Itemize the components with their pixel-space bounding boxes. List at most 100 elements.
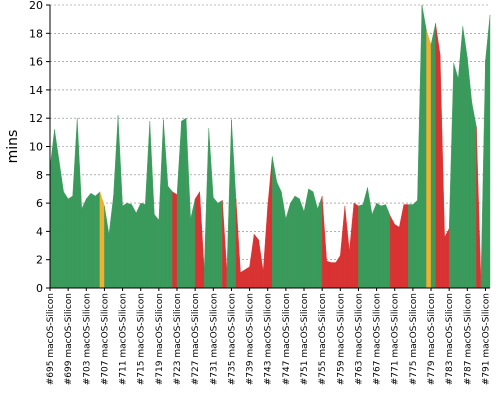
x-tick-label: #707 macOS-Silicon: [100, 293, 110, 385]
x-tick-label: #755 macOS-Silicon: [318, 293, 328, 385]
y-tick-label: 2: [36, 254, 43, 267]
area-segment: [258, 239, 264, 289]
y-tick-label: 14: [29, 84, 43, 97]
area-segment: [67, 195, 73, 289]
x-tick-label: #711 macOS-Silicon: [119, 293, 129, 385]
area-segment: [86, 192, 92, 289]
x-tick-label: #759 macOS-Silicon: [336, 293, 346, 385]
area-segment: [108, 196, 114, 289]
area-segment: [349, 203, 355, 289]
area-segment: [276, 181, 282, 289]
area-segment: [399, 204, 405, 289]
area-segment: [145, 121, 150, 289]
area-segment: [217, 199, 223, 289]
area-segment: [367, 187, 373, 289]
area-segment: [163, 119, 169, 289]
x-tick-label: #751 macOS-Silicon: [300, 293, 310, 385]
area-segment: [222, 200, 228, 289]
area-segment: [467, 57, 473, 289]
area-segment: [480, 60, 486, 289]
area-segment: [208, 128, 214, 289]
area-segment: [95, 191, 101, 289]
area-segment: [285, 203, 291, 289]
area-segment: [453, 62, 459, 289]
x-tick-label: #715 macOS-Silicon: [137, 293, 147, 385]
y-tick-label: 10: [29, 141, 43, 154]
area-segment: [390, 215, 395, 289]
area-segment: [376, 202, 382, 289]
x-tick-label: #763 macOS-Silicon: [354, 293, 364, 385]
y-tick-label: 12: [29, 112, 43, 125]
area-segment: [213, 196, 219, 289]
area-segment: [362, 187, 368, 289]
area-segment: [72, 118, 78, 289]
area-segment: [199, 191, 205, 289]
area-segment: [190, 198, 196, 289]
x-tick-label: #703 macOS-Silicon: [82, 293, 92, 385]
area-segment: [249, 234, 255, 289]
area-segment: [113, 115, 119, 289]
area-segment: [281, 191, 287, 289]
area-segment: [231, 119, 237, 289]
area-segment: [444, 228, 450, 289]
y-axis-label: mins: [5, 130, 21, 164]
area-segment: [299, 198, 305, 289]
x-tick-label: #783 macOS-Silicon: [445, 293, 455, 385]
y-tick-label: 16: [29, 56, 43, 69]
area-segment: [158, 119, 164, 289]
x-tick-label: #735 macOS-Silicon: [227, 293, 237, 385]
area-segment: [262, 205, 268, 289]
area-segment: [317, 195, 323, 289]
x-tick-label: #787 macOS-Silicon: [463, 293, 473, 385]
area-segment: [176, 121, 182, 289]
area-segment: [267, 156, 273, 289]
area-segment: [58, 160, 64, 289]
x-tick-label: #775 macOS-Silicon: [409, 293, 419, 385]
y-tick-label: 4: [36, 225, 43, 238]
area-segment: [117, 115, 123, 289]
area-segment: [426, 30, 432, 289]
x-tick-label: #723 macOS-Silicon: [173, 293, 183, 385]
area-segment: [380, 204, 386, 289]
x-tick-label: #791 macOS-Silicon: [481, 293, 491, 385]
area-segment: [476, 126, 482, 289]
x-tick-label: #779 macOS-Silicon: [427, 293, 437, 385]
area-segment: [485, 14, 491, 289]
area-segment: [308, 188, 314, 289]
x-tick-label: #731 macOS-Silicon: [209, 293, 219, 385]
area-segment: [167, 185, 173, 289]
y-tick-label: 20: [29, 0, 43, 12]
area-segment: [272, 156, 278, 289]
area-segment: [448, 63, 454, 289]
area-segment: [235, 198, 241, 289]
area-segment: [104, 205, 110, 289]
x-tick-labels: #695 macOS-Silicon #699 macOS-Silicon #703…: [46, 288, 491, 385]
area-segment: [326, 260, 332, 289]
area-segment: [135, 203, 141, 289]
x-tick-label: #727 macOS-Silicon: [191, 293, 201, 385]
area-segment: [294, 195, 300, 289]
x-tick-label: #747 macOS-Silicon: [282, 293, 292, 385]
area-segment: [154, 213, 160, 289]
area-segment: [412, 199, 418, 289]
x-tick-label: #743 macOS-Silicon: [264, 293, 274, 385]
area-segment: [344, 205, 350, 289]
area-segment: [185, 118, 191, 289]
area-segment: [331, 262, 336, 289]
area-segment: [321, 196, 327, 289]
area-segment: [194, 191, 200, 289]
area-segment: [353, 202, 359, 289]
y-tick-label: 6: [36, 197, 43, 210]
area-segment: [421, 4, 427, 289]
build-duration-area: [49, 4, 491, 289]
area-segment: [290, 195, 296, 289]
area-segment: [439, 54, 445, 289]
area-segment: [312, 191, 318, 289]
area-segment: [90, 192, 96, 289]
area-segment: [358, 204, 364, 289]
area-segment: [462, 26, 468, 289]
area-segment: [303, 188, 309, 289]
area-segment: [77, 118, 82, 289]
area-segment: [99, 191, 105, 289]
